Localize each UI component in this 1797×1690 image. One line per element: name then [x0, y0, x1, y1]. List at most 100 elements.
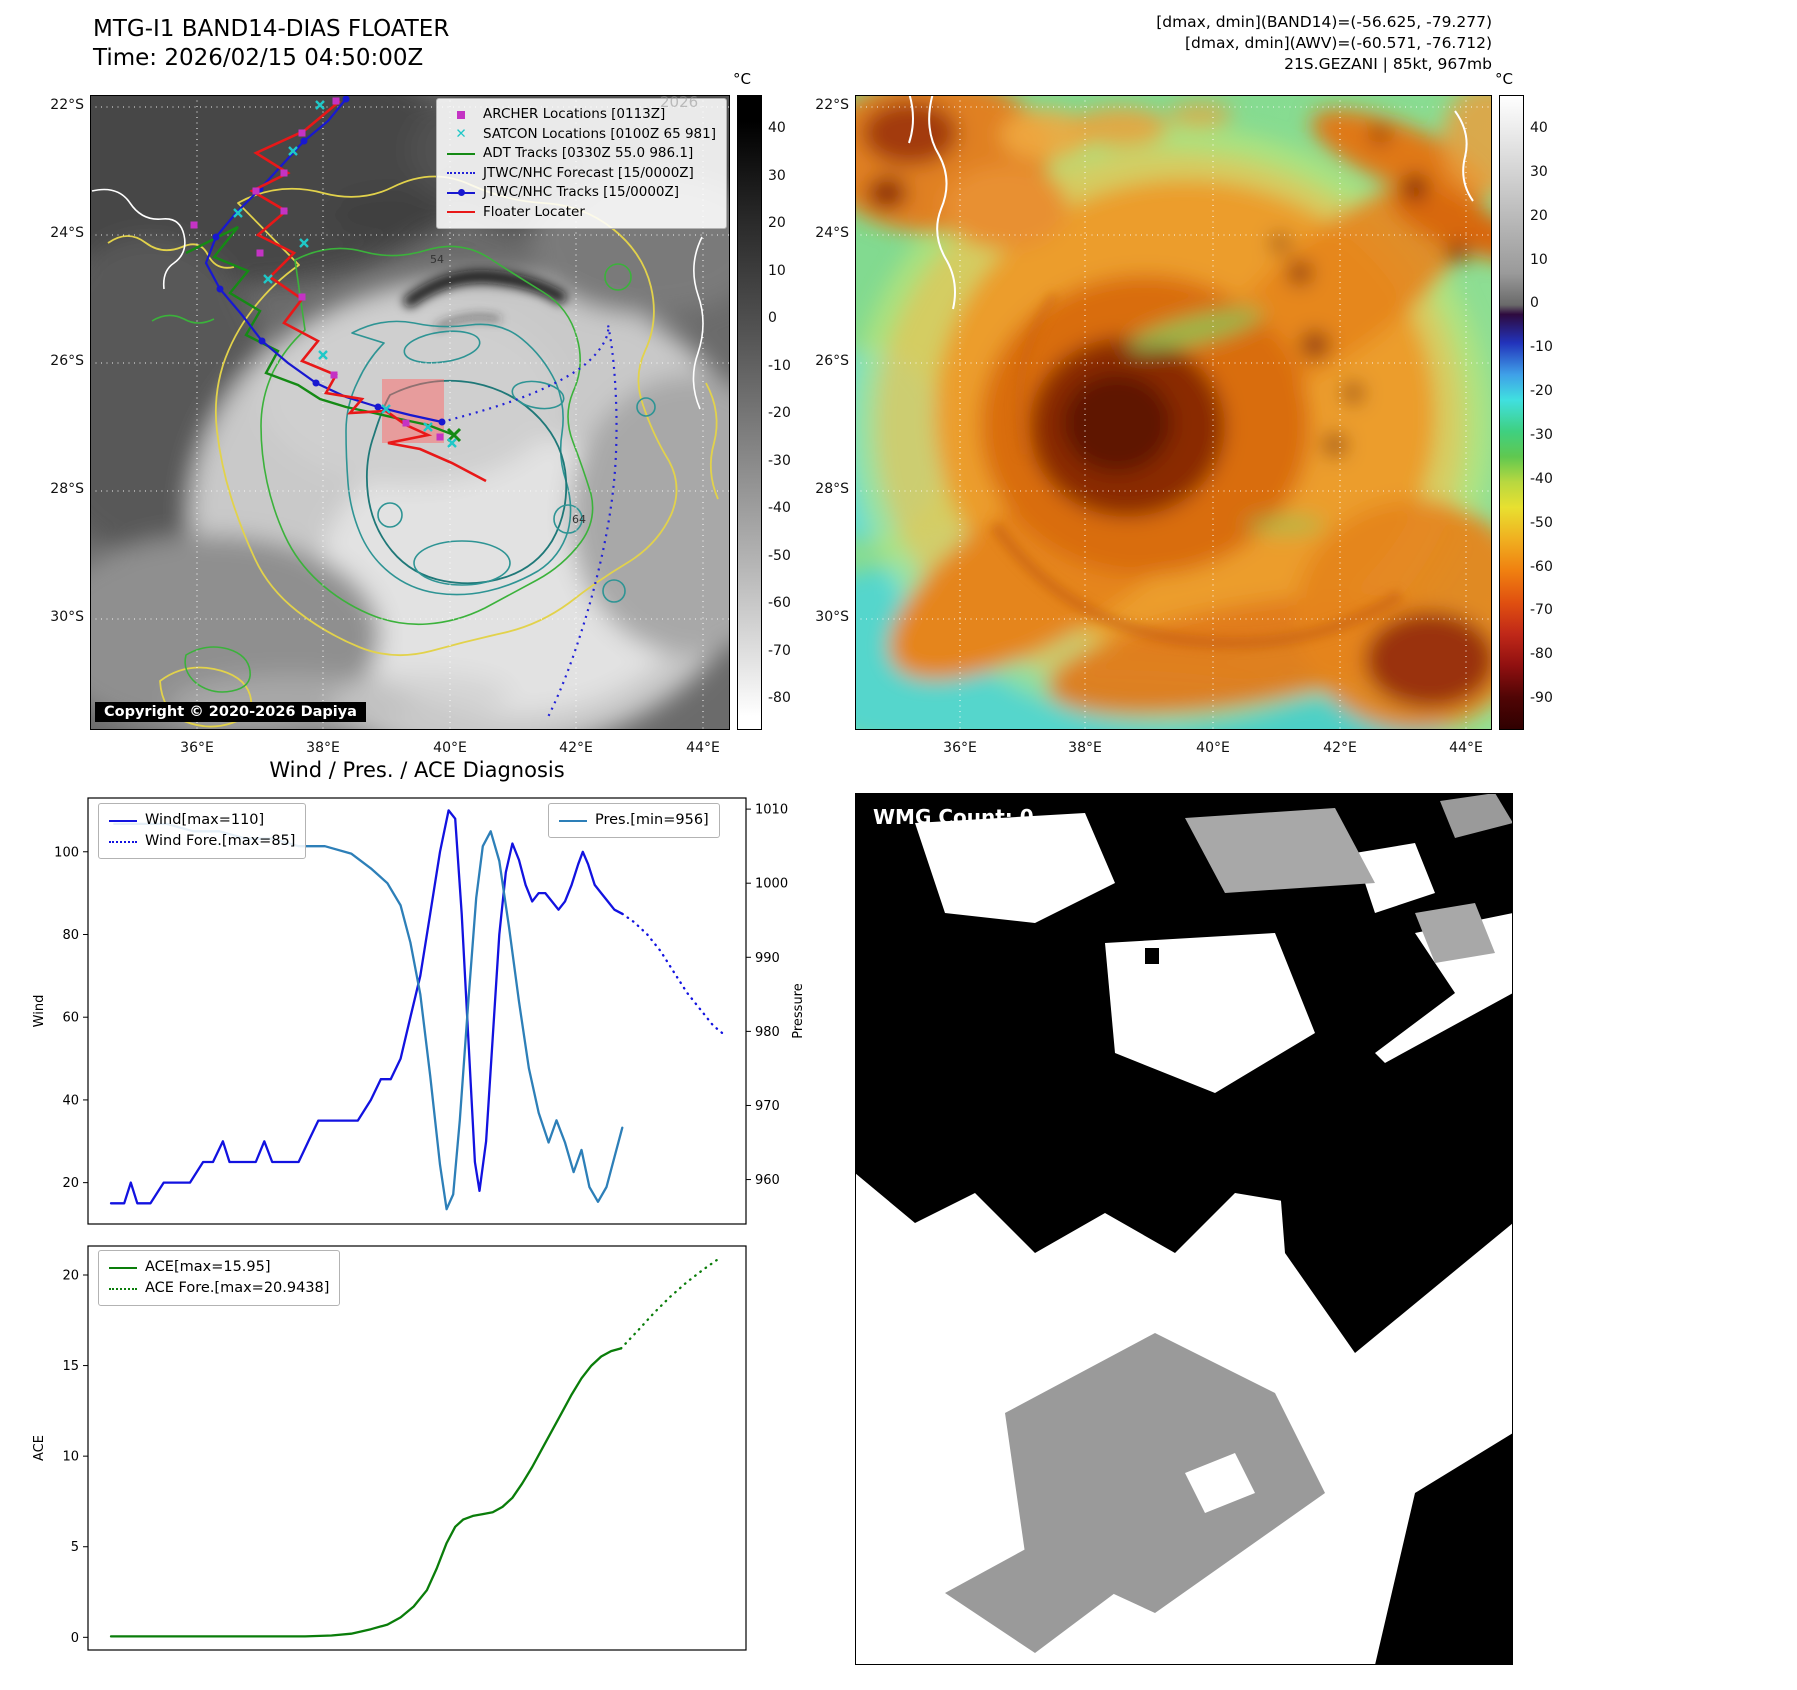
ace-legend: ACE[max=15.95] ACE Fore.[max=20.9438] — [98, 1250, 341, 1306]
storm-id-intensity: 21S.GEZANI | 85kt, 967mb — [1284, 55, 1492, 73]
satcon-markers — [233, 100, 457, 448]
lon-tick: 38°E — [306, 740, 340, 756]
forecast-dotted-icon — [447, 172, 475, 175]
colorbar-tick: 30 — [768, 167, 786, 184]
ace-line-icon — [109, 1266, 137, 1269]
mask-black-corner — [1375, 1433, 1513, 1665]
legend-label: Wind Fore.[max=85] — [145, 833, 296, 849]
watermark-text: 2026 — [660, 93, 699, 111]
colorbar-tick: -30 — [768, 452, 791, 469]
mask-white-hole — [1185, 1453, 1255, 1513]
svg-text:5: 5 — [71, 1540, 79, 1555]
pressure-legend: Pres.[min=956] — [548, 803, 720, 838]
legend-item-forecast: JTWC/NHC Forecast [15/0000Z] — [447, 164, 716, 184]
legend-item-ace-forecast: ACE Fore.[max=20.9438] — [109, 1278, 329, 1299]
legend-label: ACE[max=15.95] — [145, 1259, 271, 1275]
adt-end-marker — [446, 427, 462, 443]
colorbar-tick: 20 — [1530, 207, 1548, 224]
legend-item-satcon: ✕ SATCON Locations [0100Z 65 981] — [447, 125, 716, 145]
legend-item-jtwc: JTWC/NHC Tracks [15/0000Z] — [447, 183, 716, 203]
mask-gray-swath — [945, 1533, 1115, 1653]
legend-item-adt: ADT Tracks [0330Z 55.0 986.1] — [447, 144, 716, 164]
dmax-dmin-band14: [dmax, dmin](BAND14)=(-56.625, -79.277) — [1156, 13, 1492, 31]
colorbar-tick: -50 — [1530, 514, 1553, 531]
lon-tick: 44°E — [1449, 740, 1483, 756]
archer-markers — [190, 97, 444, 441]
colorbar-unit: °C — [733, 70, 751, 88]
legend-label: SATCON Locations [0100Z 65 981] — [483, 125, 716, 142]
svg-text:ACE: ACE — [32, 1435, 47, 1461]
legend-item-pressure: Pres.[min=956] — [559, 810, 709, 831]
floater-line-icon — [447, 211, 475, 214]
ace-chart: 0 5 10 15 20 ACE — [32, 1245, 747, 1651]
svg-text:15: 15 — [62, 1359, 79, 1374]
svg-text:0: 0 — [71, 1631, 79, 1646]
svg-text:1010: 1010 — [755, 803, 788, 818]
colorbar-tick: -60 — [1530, 558, 1553, 575]
jtwc-line-dot-icon — [447, 188, 475, 196]
map-legend: ARCHER Locations [0113Z] ✕ SATCON Locati… — [436, 98, 727, 229]
lat-tick: 28°S — [50, 481, 84, 497]
colorbar-tick: -60 — [768, 595, 791, 611]
colorbar-tick: -20 — [1530, 383, 1553, 400]
mask-gray-region — [1440, 793, 1513, 838]
svg-text:990: 990 — [755, 951, 780, 966]
colorbar-bw — [737, 95, 762, 730]
contour-label: 64 — [572, 513, 586, 526]
svg-text:Wind: Wind — [32, 995, 47, 1028]
lat-tick: 30°S — [815, 609, 849, 625]
wind-pressure-chart: 20 40 60 80 100 960 970 980 990 1000 1010 Wind Press… — [32, 797, 806, 1225]
graticule — [90, 95, 730, 730]
colorbar-tick: 30 — [1530, 163, 1548, 180]
lon-tick: 36°E — [943, 740, 977, 756]
panel-frame — [855, 793, 1513, 1665]
pressure-line-icon — [559, 819, 587, 822]
ir-map-panel-enhanced — [765, 77, 1535, 760]
lon-tick: 38°E — [1068, 740, 1102, 756]
colorbar-tick: 10 — [768, 262, 786, 279]
svg-text:980: 980 — [755, 1025, 780, 1040]
colorbar-tick: 40 — [1530, 120, 1548, 136]
forecast-track-line — [441, 324, 618, 718]
jtwc-track-points — [212, 95, 446, 426]
map-frame — [855, 95, 1492, 730]
dmax-dmin-awv: [dmax, dmin](AWV)=(-60.571, -76.712) — [1185, 34, 1492, 52]
coastline — [91, 188, 704, 410]
lon-tick: 36°E — [180, 740, 214, 756]
colorbar-tick: 20 — [768, 215, 786, 231]
cold-overshoot-slash — [403, 270, 567, 330]
legend-label: Floater Locater — [483, 203, 585, 220]
svg-text:100: 100 — [54, 845, 79, 860]
adt-line-icon — [447, 152, 475, 155]
svg-text:20: 20 — [62, 1268, 79, 1283]
colorbar-enhanced — [1499, 95, 1524, 730]
svg-text:40: 40 — [62, 1093, 79, 1108]
legend-item-archer: ARCHER Locations [0113Z] — [447, 105, 716, 125]
mask-white-hole — [915, 813, 1115, 923]
lat-tick: 22°S — [50, 97, 84, 113]
wind-legend: Wind[max=110] Wind Fore.[max=85] — [98, 803, 307, 859]
wmg-count-label: WMG Count: 0 — [873, 805, 1034, 829]
colorbar-tick: -10 — [1530, 339, 1553, 356]
svg-text:Pressure: Pressure — [791, 983, 806, 1039]
enhanced-cloud-field — [765, 77, 1535, 760]
legend-label: ARCHER Locations [0113Z] — [483, 106, 666, 122]
lat-tick: 24°S — [815, 225, 849, 241]
svg-text:970: 970 — [755, 1099, 780, 1114]
mask-black-dot — [1145, 948, 1159, 964]
adt-track-line — [185, 225, 455, 437]
ace-forecast-dotted-icon — [109, 1287, 137, 1290]
colorbar-tick: -30 — [1530, 426, 1553, 443]
colorbar-tick: 40 — [768, 120, 786, 136]
map-frame — [90, 95, 730, 730]
lat-tick: 26°S — [50, 353, 84, 369]
colorbar-tick: 0 — [1530, 295, 1539, 312]
legend-label: ADT Tracks [0330Z 55.0 986.1] — [483, 145, 694, 161]
legend-item-wind: Wind[max=110] — [109, 810, 295, 831]
mask-gray-region — [1185, 808, 1375, 893]
satellite-panel-title: MTG-I1 BAND14-DIAS FLOATER — [93, 16, 450, 42]
svg-text:1000: 1000 — [755, 877, 788, 892]
colorbar-tick: -70 — [1530, 602, 1553, 619]
mask-black-band — [1275, 993, 1513, 1353]
svg-text:80: 80 — [62, 928, 79, 943]
